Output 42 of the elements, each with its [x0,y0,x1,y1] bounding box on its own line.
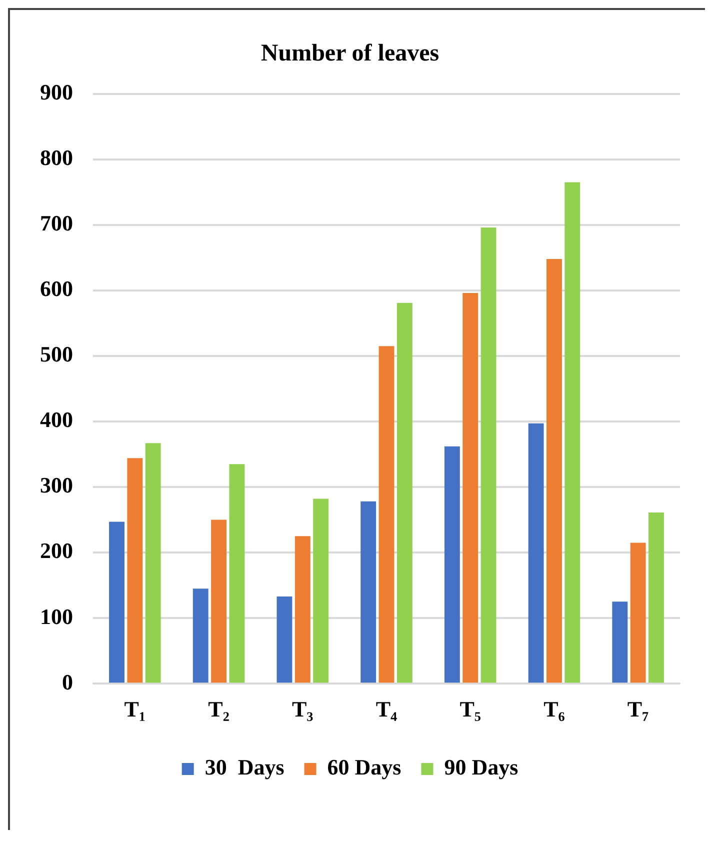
bar [396,302,412,683]
x-tick-label: T₅ [460,696,482,722]
chart-title: Number of leaves [260,40,440,67]
bar [211,520,227,683]
x-tick-label: T₆ [544,696,566,722]
x-tick-label: T₃ [292,696,314,722]
bar [378,346,394,683]
bar [127,458,143,683]
x-tick-label: T₂ [208,696,230,722]
x-tick-label: T₁ [124,696,146,722]
y-tick-label: 900 [40,79,73,104]
y-tick-label: 700 [40,210,73,236]
bar [612,602,628,683]
bar [444,446,460,683]
bar [145,443,161,683]
y-tick-label: 0 [62,669,73,694]
x-tick-label: T₇ [627,696,650,722]
y-tick-label: 800 [40,145,73,170]
legend-label: 30 Days [204,754,285,780]
y-tick-label: 500 [40,342,73,367]
bar [480,227,496,683]
y-tick-label: 600 [40,276,73,302]
x-tick-label: T₄ [376,696,398,722]
legend-label: 60 Days [327,754,402,780]
bar [528,423,544,683]
y-tick-label: 300 [40,472,73,498]
bar [462,293,478,683]
bar [229,464,245,683]
legend-label: 90 Days [444,754,519,780]
bar [630,542,646,683]
y-tick-label: 400 [40,407,73,432]
bar [192,588,208,683]
bar [546,258,562,683]
bar [294,536,310,683]
bar [109,522,124,683]
bar [648,512,664,683]
bar [313,498,329,683]
y-tick-label: 200 [40,538,73,564]
bar [276,596,292,683]
bar [564,182,580,683]
y-tick-label: 100 [40,604,73,629]
bar [360,501,376,683]
